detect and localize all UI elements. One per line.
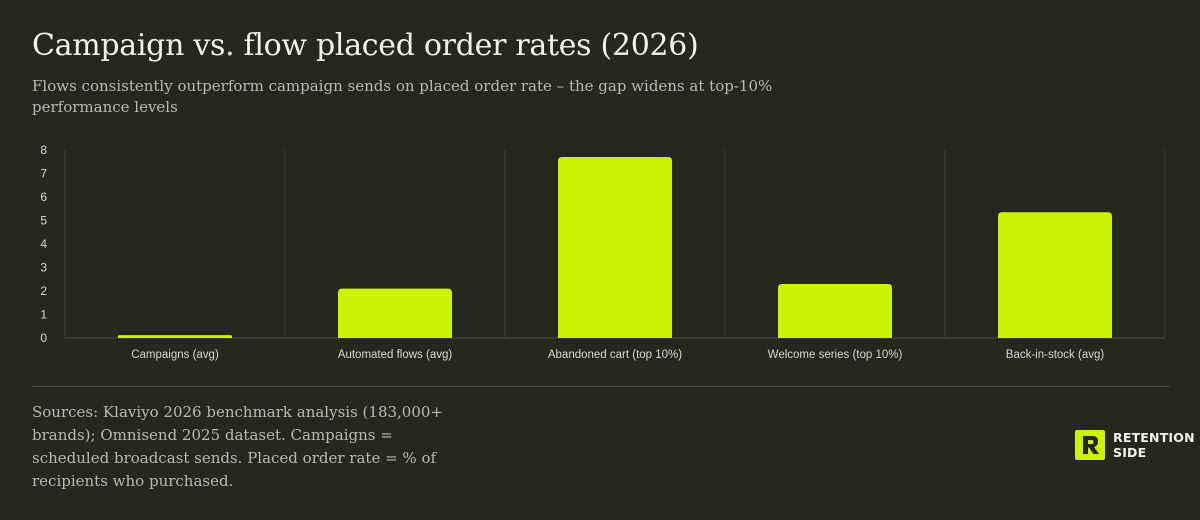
y-tick-label: 4: [40, 237, 47, 251]
sources-footnote: Sources: Klaviyo 2026 benchmark analysis…: [32, 403, 443, 490]
y-tick-label: 6: [40, 190, 47, 204]
divider: [32, 386, 1170, 387]
logo-mark-icon: [1075, 430, 1105, 460]
bar: [118, 335, 232, 338]
x-tick-label: Back-in-stock (avg): [1006, 349, 1105, 361]
logo-line-2: SIDE: [1113, 445, 1147, 460]
y-tick-label: 7: [40, 167, 47, 181]
chart-title: Campaign vs. flow placed order rates (20…: [32, 28, 699, 63]
y-tick-label: 8: [40, 143, 47, 157]
logo-wordmark: RETENTION SIDE: [1113, 430, 1195, 460]
x-tick-label: Campaigns (avg): [131, 349, 219, 361]
y-tick-label: 2: [40, 284, 47, 298]
bar-chart: 0 1 2 3 4 5 6 7 8 Campaigns (avg) Automated flows …: [40, 143, 1166, 361]
bar: [998, 212, 1112, 338]
x-tick-label: Automated flows (avg): [338, 349, 453, 361]
bar: [338, 288, 452, 338]
bar: [558, 157, 672, 338]
bar: [778, 283, 892, 338]
y-tick-label: 5: [40, 214, 47, 228]
chart-subtitle: Flows consistently outperform campaign s…: [32, 77, 773, 116]
brand-logo: RETENTION SIDE: [1075, 430, 1195, 460]
y-tick-label: 3: [40, 261, 47, 275]
y-tick-label: 1: [40, 308, 47, 322]
logo-line-1: RETENTION: [1113, 430, 1195, 445]
x-tick-label: Abandoned cart (top 10%): [548, 349, 682, 361]
y-tick-label: 0: [40, 331, 47, 345]
x-tick-label: Welcome series (top 10%): [768, 349, 903, 361]
